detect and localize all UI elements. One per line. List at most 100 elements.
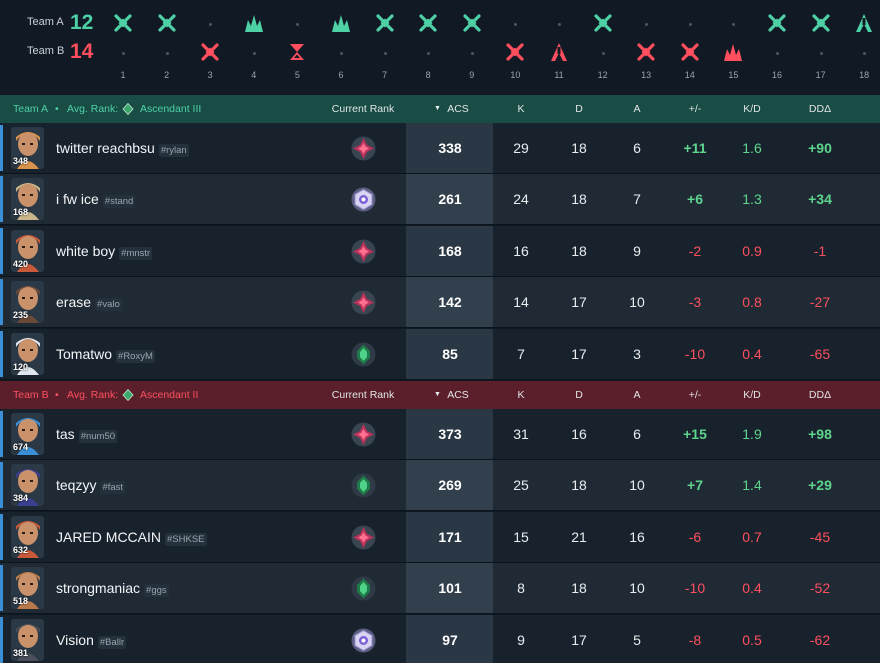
col-kd[interactable]: K/D [743,389,761,401]
player-tag: #RoxyM [116,349,155,363]
col-plus-minus[interactable]: +/- [688,103,702,115]
acs-column-highlight [406,277,493,328]
col-a[interactable]: A [633,389,641,401]
kills-value: 14 [513,294,529,311]
elimination-icon[interactable] [374,12,396,34]
player-name[interactable]: erase [56,294,92,311]
round-empty-dot [601,52,605,55]
spike-defused-icon[interactable] [548,41,570,63]
player-name[interactable]: teqzyy [56,477,97,494]
agent-portrait-icon[interactable] [11,464,44,507]
kd-value: 0.5 [742,631,762,648]
round-number: 8 [425,70,431,80]
spike-defused-icon[interactable] [853,12,875,34]
player-name[interactable]: twitter reachbsu [56,140,155,156]
elimination-icon[interactable] [199,41,221,63]
col-current-rank[interactable]: Current Rank [331,103,395,115]
elimination-icon[interactable] [112,12,134,34]
account-level: 348 [13,156,29,166]
elimination-icon[interactable] [679,41,701,63]
player-name-link[interactable]: twitter reachbsu #rylan [56,140,189,157]
sort-desc-icon[interactable]: ▼ [434,105,441,112]
elimination-icon[interactable] [810,12,832,34]
col-a[interactable]: A [633,103,641,115]
player-name-link[interactable]: Tomatwo #RoxyM [56,345,155,363]
player-name-link[interactable]: erase #valo [56,294,122,312]
player-name[interactable]: strongmaniac [56,580,141,597]
timeline-team-a-label: Team A [27,16,64,28]
agent-portrait-icon[interactable] [11,515,44,558]
player-row[interactable]: 674 tas #num50 373 31 16 6 +15 1.9 +98 [0,409,880,460]
elimination-icon[interactable] [635,41,657,63]
round-empty-dot [819,52,823,55]
timer-icon[interactable] [286,41,308,63]
dd-delta-value: -1 [813,242,827,259]
player-name[interactable]: i fw ice [56,191,99,208]
elimination-icon[interactable] [592,12,614,34]
radiant-rank-icon [351,187,376,212]
player-name-link[interactable]: JARED MCCAIN #SHKSE [56,528,207,546]
player-row[interactable]: 235 erase #valo 142 14 17 10 -3 0.8 -27 [0,277,880,329]
agent-portrait-icon[interactable] [11,281,44,324]
agent-portrait-icon[interactable] [11,229,44,272]
player-row[interactable]: 632 JARED MCCAIN #SHKSE 171 15 21 16 -6 0… [0,511,880,563]
assists-value: 10 [629,294,645,311]
agent-portrait-icon[interactable] [11,618,44,661]
elimination-icon[interactable] [766,12,788,34]
ascendant-rank-icon [351,342,376,367]
player-name-link[interactable]: white boy #mnstr [56,242,153,260]
player-name-link[interactable]: strongmaniac #ggs [56,580,169,598]
round-number: 17 [815,70,826,80]
player-row[interactable]: 120 Tomatwo #RoxyM 85 7 17 3 -10 0.4 -65 [0,328,880,380]
sort-desc-icon[interactable]: ▼ [434,391,441,398]
col-acs[interactable]: ACS [447,389,469,401]
agent-portrait-icon[interactable] [11,178,44,221]
player-row[interactable]: 518 strongmaniac #ggs 101 8 18 10 -10 0.4… [0,563,880,615]
agent-portrait-icon[interactable] [11,332,44,375]
player-row[interactable]: 384 teqzyy #fast 269 25 18 10 +7 1.4 +29 [0,460,880,512]
player-name-link[interactable]: tas #num50 [56,426,118,443]
agent-portrait-icon[interactable] [11,127,44,169]
player-name[interactable]: Vision [56,631,94,648]
agent-portrait-icon[interactable] [11,413,44,455]
agent-accent-bar [0,513,3,560]
player-name[interactable]: Tomatwo [56,345,113,362]
player-name-link[interactable]: teqzyy #fast [56,477,126,495]
col-kd[interactable]: K/D [743,103,761,115]
spike-detonated-icon[interactable] [330,12,352,34]
col-dd[interactable]: DDΔ [808,103,832,115]
player-name[interactable]: white boy [56,242,116,259]
player-row[interactable]: 420 white boy #mnstr 168 16 18 9 -2 0.9 -… [0,225,880,277]
col-plus-minus[interactable]: +/- [688,389,702,401]
spike-detonated-icon[interactable] [243,12,265,34]
player-name-link[interactable]: Vision #Ballr [56,631,127,649]
player-name-link[interactable]: i fw ice #stand [56,191,136,209]
col-d[interactable]: D [575,389,583,401]
round-empty-dot [122,52,125,55]
assists-value: 10 [629,580,645,597]
col-acs[interactable]: ACS [447,103,469,115]
kills-value: 8 [517,580,525,597]
col-dd[interactable]: DDΔ [808,389,832,401]
agent-portrait-icon[interactable] [11,567,44,610]
elimination-icon[interactable] [461,12,483,34]
elimination-icon[interactable] [417,12,439,34]
col-d[interactable]: D [575,103,583,115]
player-name[interactable]: tas [56,426,75,442]
assists-value: 3 [633,345,641,362]
player-row[interactable]: 168 i fw ice #stand 261 24 18 7 +6 1.3 +3… [0,174,880,226]
elimination-icon[interactable] [156,12,178,34]
round-empty-dot [340,52,343,55]
acs-column-highlight [406,563,493,614]
player-row[interactable]: 348 twitter reachbsu #rylan 338 29 18 6 +… [0,123,880,174]
col-k[interactable]: K [517,389,525,401]
player-tag: #valo [95,298,122,312]
col-current-rank[interactable]: Current Rank [331,389,395,401]
col-k[interactable]: K [517,103,525,115]
assists-value: 9 [633,242,641,259]
spike-detonated-icon[interactable] [722,41,744,63]
agent-accent-bar [0,330,3,377]
player-row[interactable]: 381 Vision #Ballr 97 9 17 5 -8 0.5 -62 [0,614,880,663]
player-name[interactable]: JARED MCCAIN [56,528,162,545]
elimination-icon[interactable] [504,41,526,63]
